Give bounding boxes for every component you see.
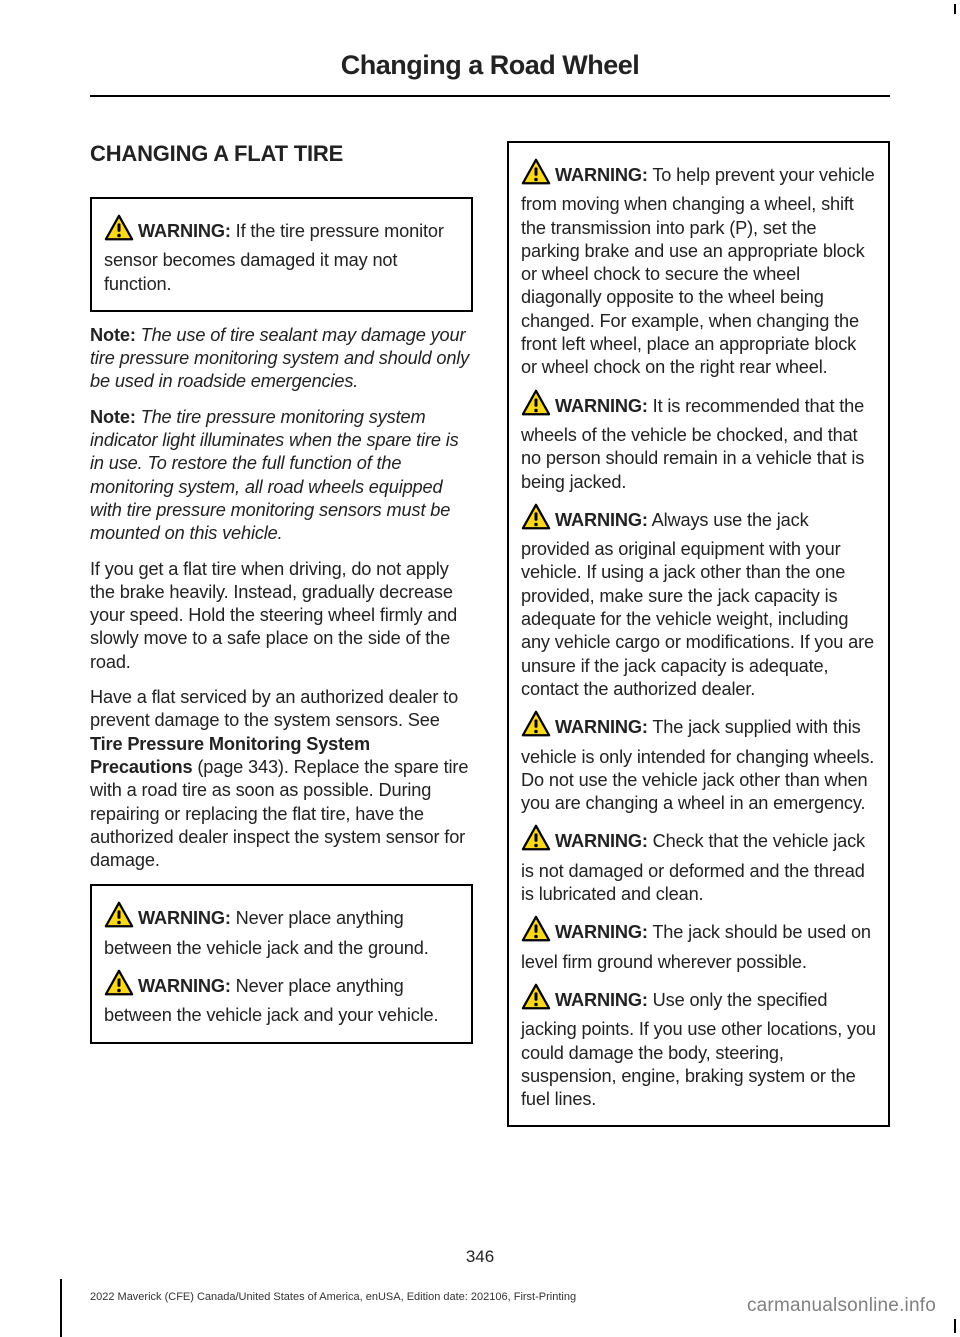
warning-box: WARNING: If the tire pressure monitor se… [90, 197, 473, 312]
warning-label: WARNING: [555, 922, 648, 942]
warning-item: WARNING: Always use the jack provided as… [521, 502, 876, 701]
warning-label: WARNING: [555, 990, 648, 1010]
warning-label: WARNING: [555, 510, 648, 530]
note-label: Note: [90, 407, 136, 427]
warning-text: To help prevent your vehicle from moving… [521, 165, 875, 377]
warning-label: WARNING: [555, 831, 648, 851]
warning-item: WARNING: Never place anything between th… [104, 968, 459, 1028]
page: Changing a Road Wheel CHANGING A FLAT TI… [0, 0, 960, 1337]
note-paragraph: Note: The use of tire sealant may damage… [90, 324, 473, 394]
page-title: Changing a Road Wheel [90, 50, 890, 97]
warning-icon [104, 968, 134, 1004]
right-column: WARNING: To help prevent your vehicle fr… [507, 141, 890, 1139]
warning-label: WARNING: [555, 165, 648, 185]
watermark: carmanualsonline.info [747, 1295, 936, 1317]
warning-icon [521, 709, 551, 745]
warning-icon [521, 388, 551, 424]
footer-text: 2022 Maverick (CFE) Canada/United States… [90, 1291, 576, 1303]
warning-icon [104, 213, 134, 249]
warning-icon [521, 502, 551, 538]
warning-item: WARNING: To help prevent your vehicle fr… [521, 157, 876, 380]
warning-label: WARNING: [138, 221, 231, 241]
page-number: 346 [0, 1247, 960, 1267]
warning-icon [521, 157, 551, 193]
section-heading: CHANGING A FLAT TIRE [90, 141, 473, 167]
warning-item: WARNING: The jack supplied with this veh… [521, 709, 876, 815]
warning-box: WARNING: To help prevent your vehicle fr… [507, 141, 890, 1127]
warning-text: Always use the jack provided as original… [521, 510, 874, 699]
warning-box: WARNING: Never place anything between th… [90, 884, 473, 1043]
warning-item: WARNING: It is recommended that the whee… [521, 388, 876, 494]
note-text: The tire pressure monitoring system indi… [90, 407, 459, 543]
trim-mark [954, 1319, 956, 1333]
left-column: CHANGING A FLAT TIRE WARNING: If the tir… [90, 141, 473, 1139]
content-columns: CHANGING A FLAT TIRE WARNING: If the tir… [90, 141, 890, 1139]
warning-icon [521, 982, 551, 1018]
warning-item: WARNING: Never place anything between th… [104, 900, 459, 960]
warning-icon [104, 900, 134, 936]
note-paragraph: Note: The tire pressure monitoring syste… [90, 406, 473, 546]
warning-label: WARNING: [138, 976, 231, 996]
note-text: The use of tire sealant may damage your … [90, 325, 469, 392]
warning-label: WARNING: [555, 717, 648, 737]
warning-label: WARNING: [138, 908, 231, 928]
warning-item: WARNING: Use only the specified jacking … [521, 982, 876, 1111]
trim-mark [60, 1279, 62, 1337]
warning-icon [521, 914, 551, 950]
note-label: Note: [90, 325, 136, 345]
warning-item: WARNING: Check that the vehicle jack is … [521, 823, 876, 906]
body-paragraph: If you get a flat tire when driving, do … [90, 558, 473, 674]
trim-mark [954, 4, 956, 14]
warning-label: WARNING: [555, 396, 648, 416]
body-text: Have a flat serviced by an authorized de… [90, 687, 458, 730]
warning-item: WARNING: If the tire pressure monitor se… [104, 213, 459, 296]
body-paragraph: Have a flat serviced by an authorized de… [90, 686, 473, 872]
warning-icon [521, 823, 551, 859]
warning-item: WARNING: The jack should be used on leve… [521, 914, 876, 974]
